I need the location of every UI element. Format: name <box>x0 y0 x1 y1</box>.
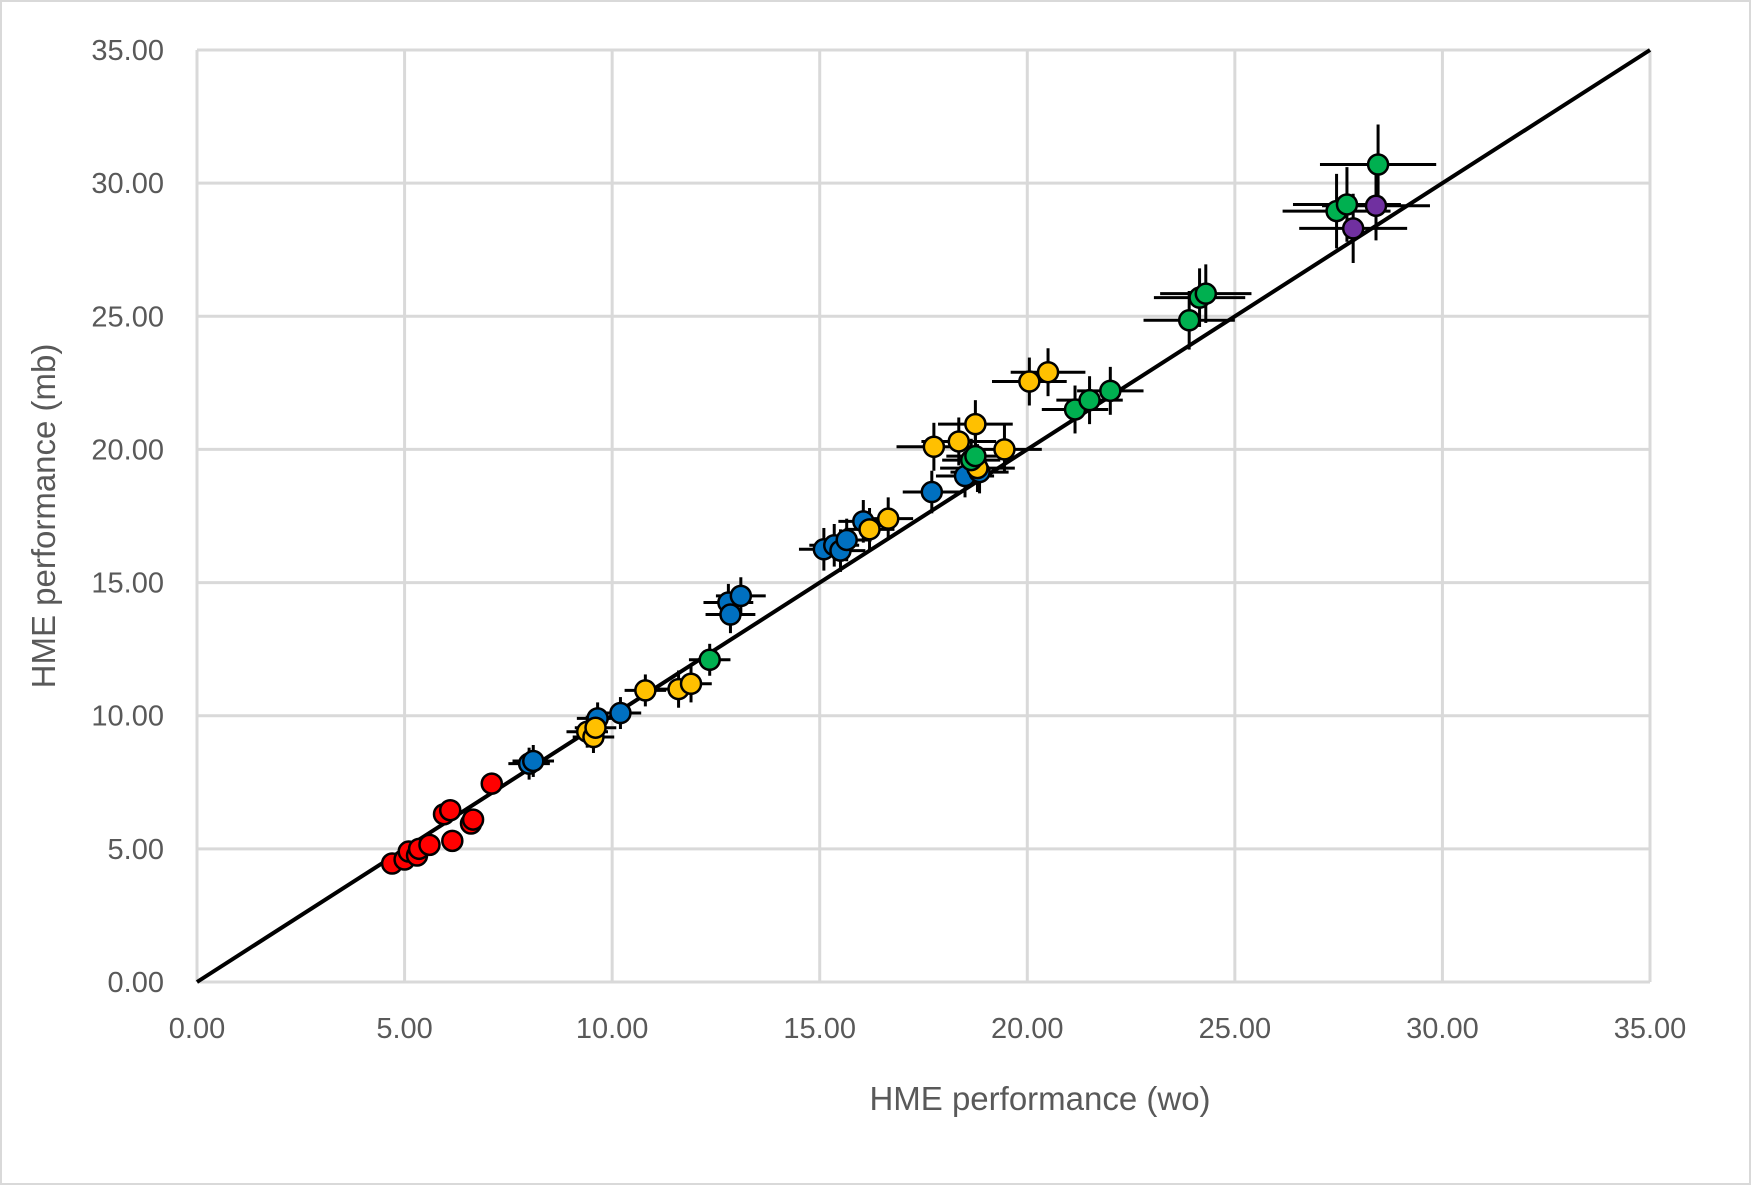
data-point <box>679 672 703 696</box>
data-point <box>418 833 441 857</box>
x-axis-title: HME performance (wo) <box>869 1080 1210 1117</box>
data-point <box>1366 153 1390 176</box>
y-axis-title: HME performance (mb) <box>25 344 62 689</box>
x-tick-label: 30.00 <box>1406 1013 1479 1045</box>
data-point <box>1036 360 1060 384</box>
data-point <box>993 438 1016 461</box>
data-point <box>1364 194 1388 218</box>
error-bars <box>385 124 1437 868</box>
data-point <box>480 772 504 795</box>
x-tick-label: 35.00 <box>1614 1013 1687 1045</box>
data-point <box>522 749 545 773</box>
y-tick-label: 0.00 <box>108 967 164 999</box>
data-point <box>835 528 858 552</box>
data-point <box>1078 388 1101 412</box>
y-tick-label: 35.00 <box>91 35 164 67</box>
y-tick-label: 25.00 <box>91 301 164 333</box>
data-point <box>1099 379 1122 403</box>
data-point <box>719 603 742 626</box>
data-point <box>1194 282 1218 305</box>
x-tick-label: 25.00 <box>1199 1013 1272 1045</box>
data-point <box>438 798 462 822</box>
y-tick-label: 20.00 <box>91 434 164 466</box>
x-tick-label: 5.00 <box>376 1013 432 1045</box>
x-tick-labels: 0.00 5.00 10.00 15.00 20.00 25.00 30.00 35.00 <box>169 1013 1687 1045</box>
y-tick-label: 15.00 <box>91 568 164 600</box>
y-tick-label: 10.00 <box>91 701 164 733</box>
y-tick-label: 30.00 <box>91 168 164 200</box>
y-tick-labels: 0.00 5.00 10.00 15.00 20.00 25.00 30.00 35.00 <box>91 35 164 999</box>
data-point <box>1335 193 1359 216</box>
data-point <box>1177 309 1201 332</box>
data-point <box>964 412 987 436</box>
data-point <box>698 648 721 672</box>
data-point <box>964 444 987 468</box>
x-tick-label: 15.00 <box>783 1013 856 1045</box>
data-point <box>584 716 607 739</box>
data-point <box>858 518 881 541</box>
data-point <box>922 435 946 459</box>
data-point <box>729 584 753 608</box>
y-tick-label: 5.00 <box>108 834 164 866</box>
data-point <box>609 701 632 725</box>
data-point <box>461 808 485 831</box>
data-points <box>380 153 1390 875</box>
data-point <box>876 507 900 530</box>
data-point <box>634 679 657 702</box>
data-point <box>920 480 944 504</box>
x-tick-label: 20.00 <box>991 1013 1064 1045</box>
data-point <box>1018 370 1041 393</box>
data-point <box>947 430 971 453</box>
data-point <box>1341 217 1365 240</box>
x-tick-label: 0.00 <box>169 1013 225 1045</box>
x-tick-label: 10.00 <box>576 1013 649 1045</box>
data-point <box>441 829 464 853</box>
